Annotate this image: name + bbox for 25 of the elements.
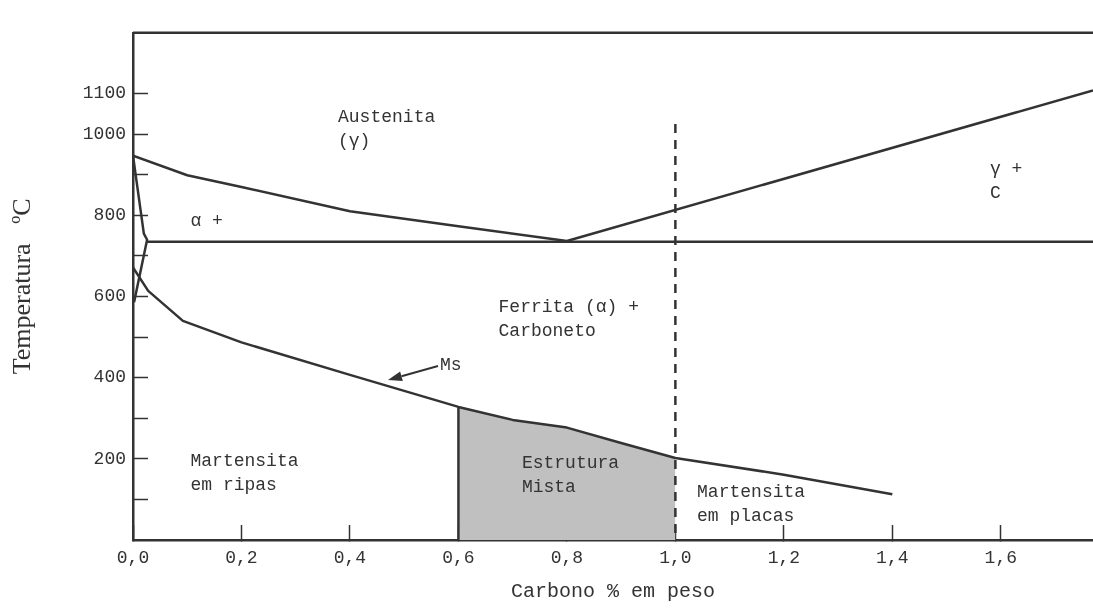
- annotation: Ferrita (α) + Carboneto: [498, 297, 639, 342]
- y-tick-label: 800: [93, 205, 126, 226]
- y-axis-title: Temperatura ºC: [7, 198, 37, 375]
- y-tick-label: 1100: [82, 83, 126, 104]
- x-tick-label: 0,0: [116, 547, 150, 568]
- x-tick-label: 1,4: [876, 547, 909, 568]
- annotation: Estrutura Mista: [521, 453, 620, 498]
- annotation: α +: [190, 210, 223, 231]
- x-tick-label: 0,8: [550, 547, 584, 568]
- x-tick-label: 0,4: [333, 547, 367, 568]
- y-tick-label: 400: [93, 367, 126, 388]
- x-tick-label: 0,6: [442, 547, 475, 568]
- x-tick-label: 0,2: [225, 547, 258, 568]
- x-tick-label: 1,2: [767, 547, 801, 568]
- annotation: Austenita (γ): [338, 106, 436, 151]
- x-tick-label: 1,6: [984, 547, 1017, 568]
- y-tick-label: 200: [93, 448, 126, 469]
- x-axis-title: Carbono % em peso: [510, 580, 716, 604]
- y-tick-label: 600: [93, 286, 126, 307]
- annotation: Martensita em ripas: [190, 450, 299, 495]
- x-tick-label: 1,0: [659, 547, 692, 568]
- y-tick-label: 1000: [82, 124, 126, 145]
- annotation: Ms: [439, 355, 462, 376]
- annotation: Martensita em placas: [697, 481, 806, 526]
- annotation: γ + C: [989, 159, 1023, 204]
